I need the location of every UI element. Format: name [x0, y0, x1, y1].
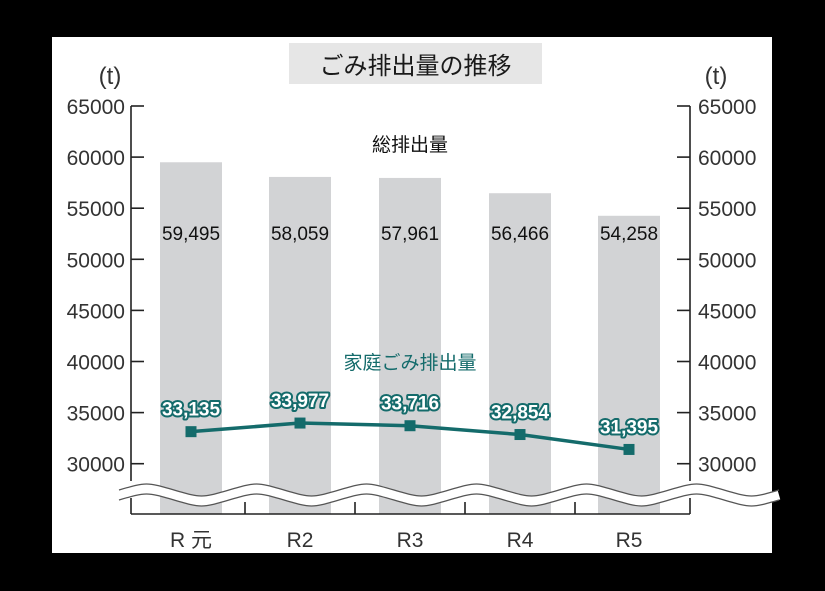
chart-title: ごみ排出量の推移: [289, 43, 542, 84]
x-category-label: R5: [616, 529, 643, 552]
chart-title-text: ごみ排出量の推移: [319, 52, 512, 80]
y-tick-label-right: 35000: [698, 403, 756, 426]
y-tick-label-left: 30000: [67, 454, 125, 477]
line-marker: [514, 429, 526, 441]
line-series-label: 家庭ごみ排出量: [343, 352, 476, 374]
y-tick-label-left: 65000: [67, 96, 125, 119]
x-category-label: R3: [397, 529, 424, 552]
y-tick-label-right: 65000: [698, 96, 756, 119]
line-marker: [185, 426, 197, 438]
line-marker: [294, 417, 306, 429]
axis-break-band: [117, 484, 781, 506]
bar-value-label: 59,495: [162, 224, 220, 245]
y-tick-label-left: 50000: [67, 249, 125, 272]
bar-series-label: 総排出量: [372, 134, 448, 156]
bar-1: [160, 162, 222, 514]
y-tick-label-right: 55000: [698, 198, 756, 221]
line-marker: [623, 443, 635, 455]
bar-value-label: 58,059: [271, 224, 329, 245]
line-value-label: 33,977: [271, 391, 329, 412]
y-tick-label-right: 60000: [698, 147, 756, 170]
y-axis-unit-left: (t): [99, 63, 122, 90]
line-value-label: 32,854: [491, 403, 550, 424]
y-tick-label-right: 45000: [698, 300, 756, 323]
bar-5: [598, 215, 660, 514]
y-tick-label-right: 40000: [698, 352, 756, 375]
bar-4: [489, 193, 551, 515]
bar-3: [379, 177, 441, 514]
x-category-label: R4: [507, 529, 534, 552]
y-tick-label-left: 35000: [67, 403, 125, 426]
line-value-label: 31,395: [600, 417, 659, 438]
y-tick-label-right: 30000: [698, 454, 756, 477]
line-marker: [404, 420, 416, 432]
line-value-label: 33,135: [162, 400, 221, 421]
axis-break-line-bottom: [118, 493, 780, 507]
y-tick-label-left: 40000: [67, 352, 125, 375]
axis-break-line-top: [118, 483, 780, 497]
bar-value-label: 54,258: [600, 224, 658, 245]
y-tick-label-left: 55000: [67, 198, 125, 221]
bar-value-label: 56,466: [491, 224, 549, 245]
y-tick-label-left: 45000: [67, 300, 125, 323]
x-category-label: R2: [287, 529, 314, 552]
bar-2: [269, 176, 331, 515]
bar-value-label: 57,961: [381, 224, 439, 245]
y-tick-label-left: 60000: [67, 147, 125, 170]
y-axis-unit-right: (t): [705, 63, 728, 90]
y-tick-label-right: 50000: [698, 249, 756, 272]
line-value-label: 33,716: [381, 394, 439, 415]
x-category-label: R 元: [170, 529, 212, 552]
